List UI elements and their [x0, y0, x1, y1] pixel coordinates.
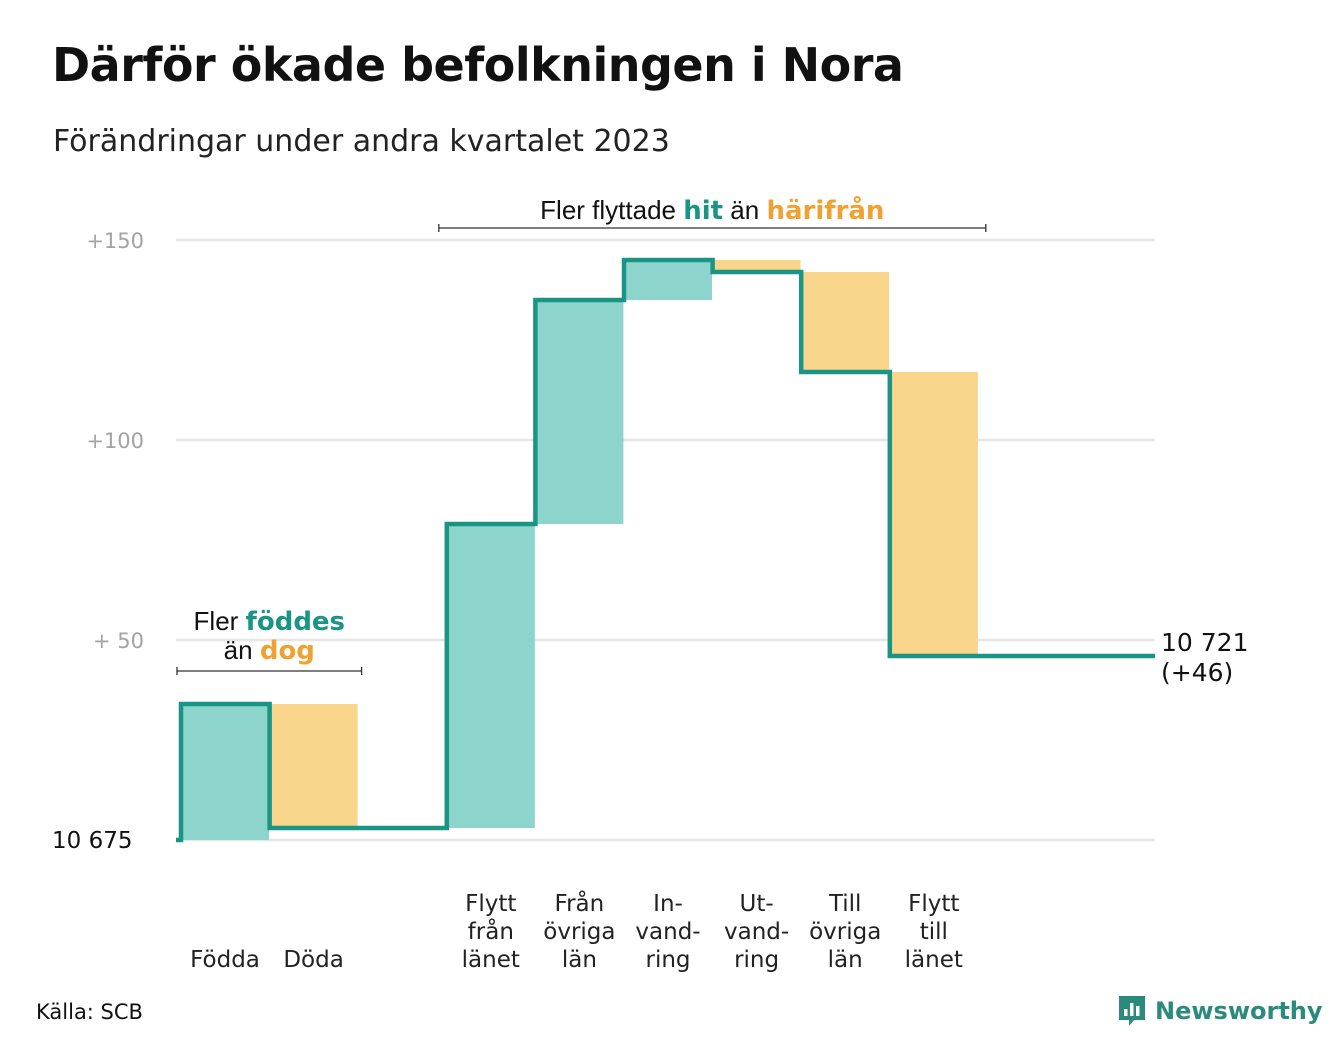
category-label: län — [562, 947, 597, 973]
category-label: Till — [828, 891, 862, 917]
outflow-bar — [889, 372, 978, 656]
brand-name: Newsworthy — [1155, 997, 1323, 1025]
annotation-text: än — [723, 195, 766, 225]
category-label: länet — [905, 947, 963, 973]
annotation-line: än dog — [224, 635, 315, 666]
category-label: Flytt — [465, 891, 516, 917]
annotation-text: dog — [260, 636, 315, 666]
end-value-label: 10 721 — [1161, 628, 1248, 657]
annotation-text: härifrån — [766, 194, 884, 226]
y-tick-label: +100 — [86, 429, 144, 453]
y-tick-label: +150 — [86, 229, 144, 253]
y-tick-label: + 50 — [93, 629, 144, 653]
base-value-label: 10 675 — [52, 828, 132, 854]
category-label: länet — [462, 947, 520, 973]
source-note: Källa: SCB — [36, 1000, 143, 1024]
outflow-bar — [801, 272, 890, 372]
annotation-text: Fler flyttade — [540, 195, 683, 225]
category-label: vand- — [724, 919, 789, 945]
category-label: Döda — [283, 947, 343, 973]
annotation-text: Fler — [194, 606, 246, 636]
annotation-line: Fler flyttade hit än härifrån — [540, 194, 884, 226]
annotation-text: föddes — [246, 607, 346, 637]
step-line — [176, 257, 1155, 843]
brand-logo: Newsworthy — [1117, 994, 1323, 1028]
category-label: övriga — [543, 919, 615, 945]
chart-subtitle: Förändringar under andra kvartalet 2023 — [53, 124, 670, 159]
end-value-label: (+46) — [1161, 658, 1233, 687]
category-label: Födda — [190, 947, 260, 973]
annotation-line: Fler föddes — [194, 606, 346, 637]
category-label: Ut- — [740, 891, 774, 917]
category-label: från — [468, 917, 514, 945]
category-label: Från — [555, 889, 605, 917]
category-label: Flytt — [908, 891, 959, 917]
category-label: vand- — [635, 919, 700, 945]
category-label: ring — [645, 947, 690, 973]
category-label: till — [920, 919, 948, 945]
outflow-bar — [269, 704, 358, 828]
outflow-bar — [712, 260, 801, 272]
category-label: In- — [653, 891, 683, 917]
chart-title: Därför ökade befolkningen i Nora — [52, 38, 904, 92]
category-label: ring — [734, 947, 779, 973]
annotation-text: än — [224, 635, 260, 665]
gridlines — [176, 238, 1155, 842]
inflow-bar — [446, 524, 535, 828]
category-label: övriga — [809, 919, 881, 945]
annotation-text: hit — [683, 196, 723, 226]
newsworthy-logo-icon — [1119, 996, 1145, 1026]
category-label: län — [828, 947, 863, 973]
inflow-bar — [535, 300, 624, 524]
cumulative-step-line — [176, 257, 1155, 843]
inflow-bar — [624, 260, 712, 300]
inflow-bar — [181, 704, 269, 840]
bars — [181, 260, 978, 840]
